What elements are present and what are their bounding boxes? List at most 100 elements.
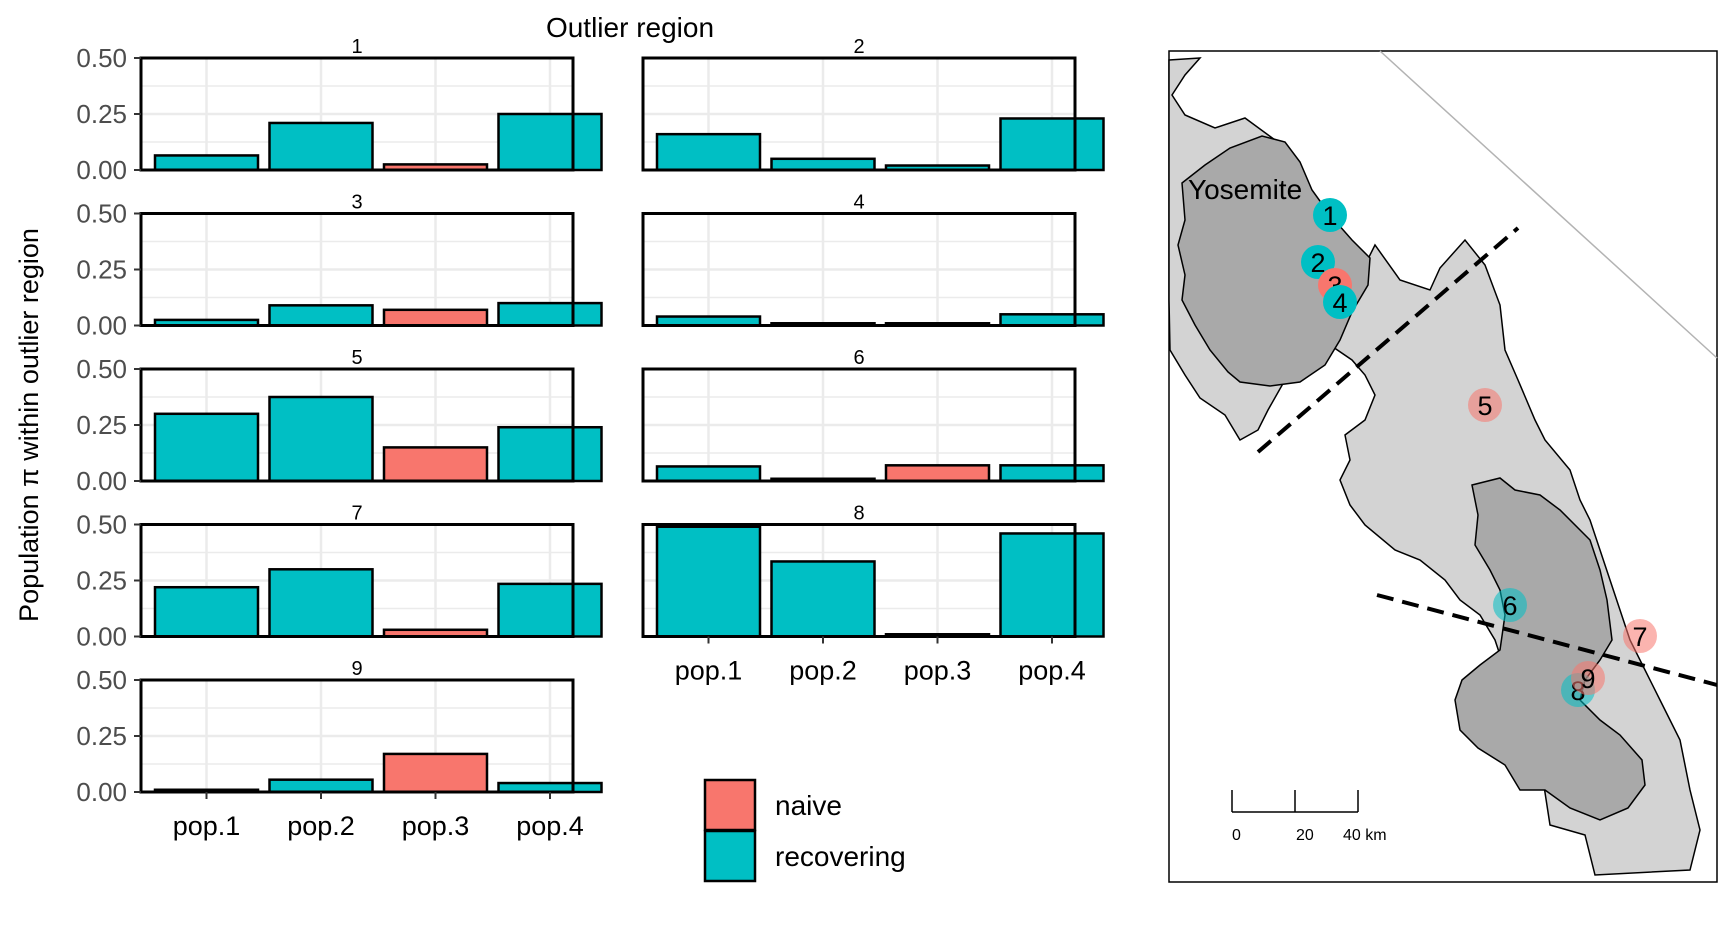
y-tick-label: 0.00 — [76, 155, 127, 185]
x-axis-labels: pop.1 pop.2 pop.3 pop.4 pop.1 pop.2 pop.3 pop.4 — [173, 636, 1086, 841]
facet-title: 3 — [351, 192, 362, 214]
bar-pop.3 — [382, 308, 489, 327]
x-tick-label: pop.3 — [904, 656, 972, 686]
bar-pop.1 — [153, 412, 260, 483]
bar-pop.1 — [655, 525, 762, 638]
facet-title: 6 — [853, 347, 864, 369]
y-tick-label: 0.25 — [76, 721, 127, 751]
site-label: 5 — [1477, 391, 1492, 421]
site-circle — [1313, 198, 1347, 232]
bar-pop.2 — [268, 778, 374, 794]
facet-panel-9: 9 0.00 0.25 0.50 — [76, 658, 603, 807]
facet-panel-3: 3 0.00 0.25 0.50 — [76, 192, 603, 341]
site-circle — [1323, 285, 1357, 319]
park-label: Yosemite — [1188, 174, 1302, 205]
bar-pop.1 — [655, 132, 762, 172]
site-marker-4: 4 — [1323, 285, 1357, 319]
facet-title: 1 — [351, 36, 362, 58]
site-marker-9: 9 — [1571, 661, 1605, 695]
bar-pop.4 — [497, 582, 603, 638]
legend-swatch-naive — [703, 778, 757, 832]
site-marker-6: 6 — [1493, 588, 1527, 622]
state-boundary-line — [1379, 50, 1718, 359]
yosemite-park-region — [1177, 135, 1371, 387]
y-tick-label: 0.00 — [76, 466, 127, 496]
bar-pop.3 — [382, 446, 489, 483]
scale-bar-label: 0 — [1232, 827, 1241, 844]
x-tick-label: pop.2 — [287, 811, 355, 841]
bar-pop.3 — [884, 464, 991, 483]
bar-pop.4 — [999, 313, 1105, 327]
bar-pop.4 — [497, 425, 603, 483]
y-tick-label: 0.25 — [76, 99, 127, 129]
bar-pop.2 — [268, 568, 374, 638]
legend: naive recovering — [703, 778, 906, 883]
site-circle — [1571, 661, 1605, 695]
site-circle — [1623, 619, 1657, 653]
facet-panel-8: 8 — [641, 503, 1105, 638]
legend-label-naive: naive — [775, 790, 842, 821]
site-label: 4 — [1332, 288, 1347, 318]
x-tick-label: pop.1 — [675, 656, 743, 686]
y-axis-label: Population π within outlier region — [14, 228, 44, 622]
y-tick-label: 0.50 — [76, 665, 127, 695]
dashed-divider-north — [1256, 226, 1520, 454]
bar-pop.4 — [497, 301, 603, 327]
bar-pop.2 — [268, 121, 374, 172]
site-map: Yosemite12345678902040 km — [1168, 50, 1718, 883]
bar-pop.1 — [153, 154, 260, 172]
y-tick-label: 0.00 — [76, 777, 127, 807]
facet-title: 5 — [351, 347, 362, 369]
facet-panel-5: 5 0.00 0.25 0.50 — [76, 347, 603, 496]
site-label: 9 — [1580, 664, 1595, 694]
site-label: 1 — [1322, 201, 1337, 231]
facet-title: 7 — [351, 503, 362, 525]
facet-panel-6: 6 — [641, 347, 1105, 483]
site-label: 6 — [1502, 591, 1517, 621]
x-tick-label: pop.4 — [1018, 656, 1086, 686]
site-circle — [1468, 388, 1502, 422]
y-tick-label: 0.50 — [76, 354, 127, 384]
bar-pop.2 — [268, 395, 374, 483]
bar-pop.4 — [999, 532, 1105, 638]
scale-bar: 0 20 40 km — [1231, 790, 1387, 844]
site-marker-7: 7 — [1623, 619, 1657, 653]
facet-title: 2 — [853, 36, 864, 58]
x-tick-label: pop.2 — [789, 656, 857, 686]
site-marker-1: 1 — [1313, 198, 1347, 232]
bar-pop.2 — [268, 304, 374, 327]
facet-title: 4 — [853, 192, 864, 214]
panel-border — [641, 56, 1077, 172]
legend-label-recovering: recovering — [775, 841, 906, 872]
sequoia-kings-park-region — [1454, 477, 1646, 821]
facet-panel-2: 2 — [641, 36, 1105, 172]
x-tick-label: pop.4 — [516, 811, 584, 841]
figure-title: Outlier region — [546, 12, 714, 43]
facet-title: 9 — [351, 658, 362, 680]
y-tick-label: 0.00 — [76, 622, 127, 652]
dashed-divider-south — [1376, 593, 1718, 687]
scale-bar-label: 20 — [1296, 827, 1314, 844]
panel-border — [641, 523, 1077, 638]
bar-pop.4 — [497, 112, 603, 172]
y-tick-label: 0.25 — [76, 566, 127, 596]
x-tick-label: pop.1 — [173, 811, 241, 841]
facet-panels: 1 0.00 0.25 0.50 2 3 0.00 0.25 0.50 4 5 0.00 0.25 0.5… — [76, 36, 1105, 807]
site-marker-5: 5 — [1468, 388, 1502, 422]
bar-pop.3 — [382, 752, 489, 794]
panel-border — [641, 367, 1077, 483]
facet-title: 8 — [853, 503, 864, 525]
legend-swatch-recovering — [703, 829, 757, 883]
bar-pop.4 — [999, 464, 1105, 483]
bar-pop.1 — [153, 585, 260, 638]
y-tick-label: 0.00 — [76, 311, 127, 341]
y-tick-label: 0.25 — [76, 410, 127, 440]
y-tick-label: 0.50 — [76, 43, 127, 73]
y-tick-label: 0.50 — [76, 199, 127, 229]
site-circle — [1493, 588, 1527, 622]
bar-pop.4 — [999, 117, 1105, 172]
bar-pop.2 — [770, 157, 876, 172]
facet-panel-7: 7 0.00 0.25 0.50 — [76, 503, 603, 652]
y-tick-label: 0.50 — [76, 510, 127, 540]
